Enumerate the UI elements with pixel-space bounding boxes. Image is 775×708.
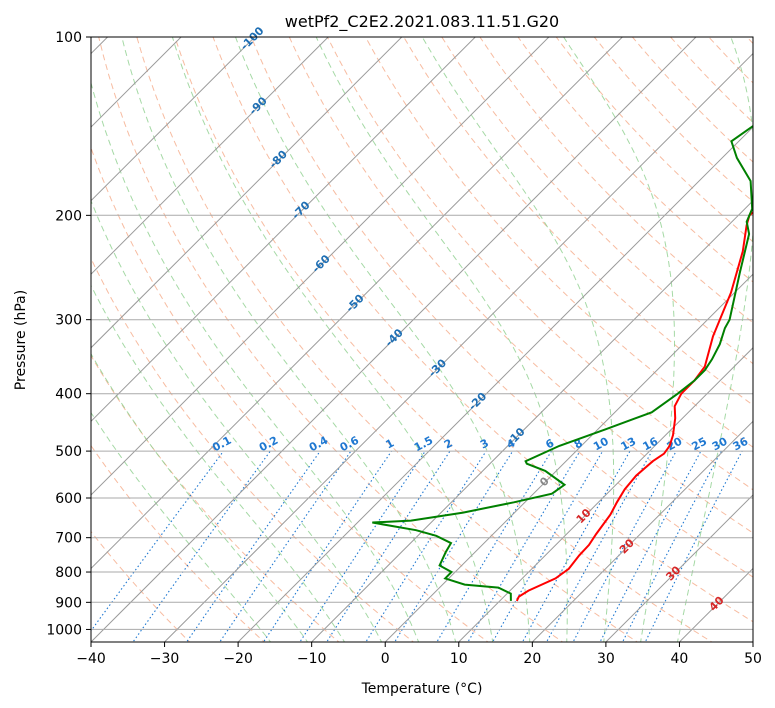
- dry-adiabat-line: [441, 37, 753, 365]
- y-tick-label: 900: [55, 595, 82, 611]
- plot-frame: [90, 36, 754, 643]
- dewpoint-profile-line: [372, 124, 753, 601]
- mixing-ratio-label: 16: [641, 435, 661, 454]
- x-tick-label: 0: [381, 651, 390, 667]
- mixing-ratio-line: [467, 450, 581, 642]
- y-axis-label: Pressure (hPa): [13, 290, 29, 390]
- mixing-ratio-line: [621, 450, 722, 642]
- mixing-ratio-line: [91, 450, 224, 632]
- x-tick-label: −30: [150, 651, 180, 667]
- mixing-ratio-label: 20: [665, 435, 685, 454]
- isotherm-line: [91, 37, 477, 423]
- isotherm-line: [91, 37, 256, 202]
- x-tick-label: −10: [297, 651, 327, 667]
- dry-adiabat-line: [326, 37, 753, 491]
- dry-adiabat-line: [479, 37, 753, 324]
- temperature-profile-line: [515, 210, 753, 602]
- isotherm-line: [605, 494, 753, 642]
- isotherm-line: [91, 37, 550, 496]
- y-ticks: 100 200 300 400 500 600 700 800 900 1000: [46, 30, 91, 638]
- x-tick-label: −20: [223, 651, 253, 667]
- y-tick-label: 700: [55, 531, 82, 547]
- y-tick-label: 400: [55, 387, 82, 403]
- isotherm-line: [91, 37, 403, 349]
- y-tick-label: 800: [55, 565, 82, 581]
- x-tick-label: 40: [671, 651, 689, 667]
- mixing-ratio-line: [262, 450, 392, 642]
- x-tick-label: 50: [744, 651, 762, 667]
- plot-background: [91, 37, 753, 642]
- isotherm-line: [91, 37, 329, 275]
- mixing-ratio-line: [572, 450, 677, 642]
- y-tick-label: 1000: [46, 622, 82, 638]
- mixing-ratio-label: 10: [591, 435, 611, 454]
- mixing-ratio-line: [599, 450, 702, 642]
- isotherm-line: [91, 37, 697, 642]
- dry-adiabat-line: [250, 37, 753, 578]
- x-tick-label: 10: [450, 651, 468, 667]
- x-tick-label: 30: [597, 651, 615, 667]
- moist-adiabat-line: [91, 81, 420, 642]
- x-ticks: −40 −30 −20 −10 0 10 20 30 40 50: [76, 642, 762, 667]
- isotherm-line: [531, 420, 753, 642]
- y-tick-label: 500: [55, 444, 82, 460]
- x-tick-label: −40: [76, 651, 106, 667]
- y-tick-label: 200: [55, 208, 82, 224]
- isotherm-line: [310, 199, 753, 642]
- mixing-ratio-line: [132, 450, 271, 642]
- chart-title: wetPf2_C2E2.2021.083.11.51.G20: [285, 12, 559, 32]
- y-tick-label: 300: [55, 313, 82, 329]
- mixing-ratio-label: 13: [619, 435, 639, 454]
- isotherm-line: [457, 347, 753, 642]
- mixing-ratio-label: 36: [731, 435, 751, 454]
- isotherm-line: [163, 52, 753, 642]
- y-tick-label: 600: [55, 491, 82, 507]
- mixing-ratio-line: [185, 450, 321, 642]
- dry-adiabat-line: [288, 37, 753, 534]
- mixing-ratio-line: [326, 450, 451, 642]
- y-tick-label: 100: [55, 30, 82, 46]
- x-axis-label: Temperature (°C): [361, 681, 483, 697]
- isotherm-line: [752, 641, 753, 642]
- mixing-ratio-line: [299, 450, 426, 642]
- x-tick-label: 20: [523, 651, 541, 667]
- moist-adiabat-line: [91, 199, 383, 642]
- mixing-ratio-label: 25: [689, 435, 709, 454]
- isotherm-line: [384, 273, 753, 642]
- profile-series: [372, 124, 753, 602]
- dry-adiabat-line: [91, 257, 415, 642]
- mixing-ratio-line: [219, 450, 352, 642]
- mixing-ratio-label: 30: [710, 435, 730, 454]
- isotherm-line: [91, 37, 624, 570]
